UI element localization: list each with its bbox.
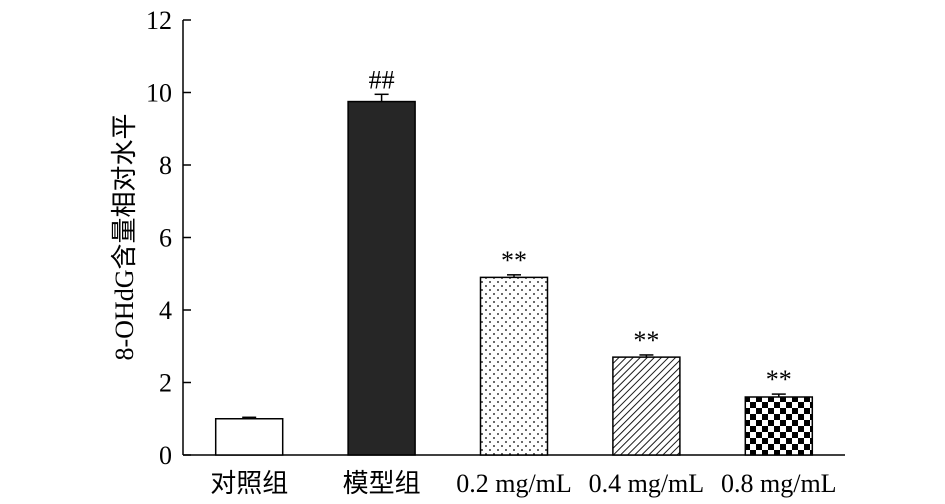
x-axis-tick-labels: 对照组 模型组 0.2 mg/mL 0.4 mg/mL 0.8 mg/mL xyxy=(210,469,836,498)
significance-label: ** xyxy=(766,365,792,394)
y-tick-label: 8 xyxy=(159,151,172,180)
significance-label: ** xyxy=(633,326,659,355)
bar xyxy=(744,396,814,456)
y-tick-label: 2 xyxy=(159,369,172,398)
y-tick-label: 12 xyxy=(146,6,172,35)
bar xyxy=(347,100,416,456)
bar xyxy=(214,418,284,456)
y-tick-label: 4 xyxy=(159,296,172,325)
bar xyxy=(612,356,681,456)
y-axis-label: 8-OHdG含量相对水平 xyxy=(110,114,139,361)
x-tick-label: 0.8 mg/mL xyxy=(721,469,837,498)
x-tick-label: 0.2 mg/mL xyxy=(456,469,572,498)
x-tick-label: 模型组 xyxy=(343,469,421,498)
bar xyxy=(479,276,549,456)
significance-label: ** xyxy=(501,246,527,275)
y-axis-ticks: 0 2 4 6 8 10 12 xyxy=(146,6,191,470)
y-tick-label: 10 xyxy=(146,79,172,108)
x-tick-label: 0.4 mg/mL xyxy=(589,469,705,498)
y-tick-label: 6 xyxy=(159,224,172,253)
x-tick-label: 对照组 xyxy=(210,469,288,498)
y-tick-label: 0 xyxy=(159,441,172,470)
significance-label: ## xyxy=(369,65,395,94)
bar-series: ## ** ** ** xyxy=(214,65,814,456)
